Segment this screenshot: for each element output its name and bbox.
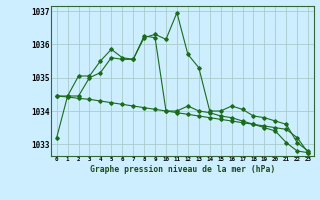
X-axis label: Graphe pression niveau de la mer (hPa): Graphe pression niveau de la mer (hPa) — [90, 165, 275, 174]
